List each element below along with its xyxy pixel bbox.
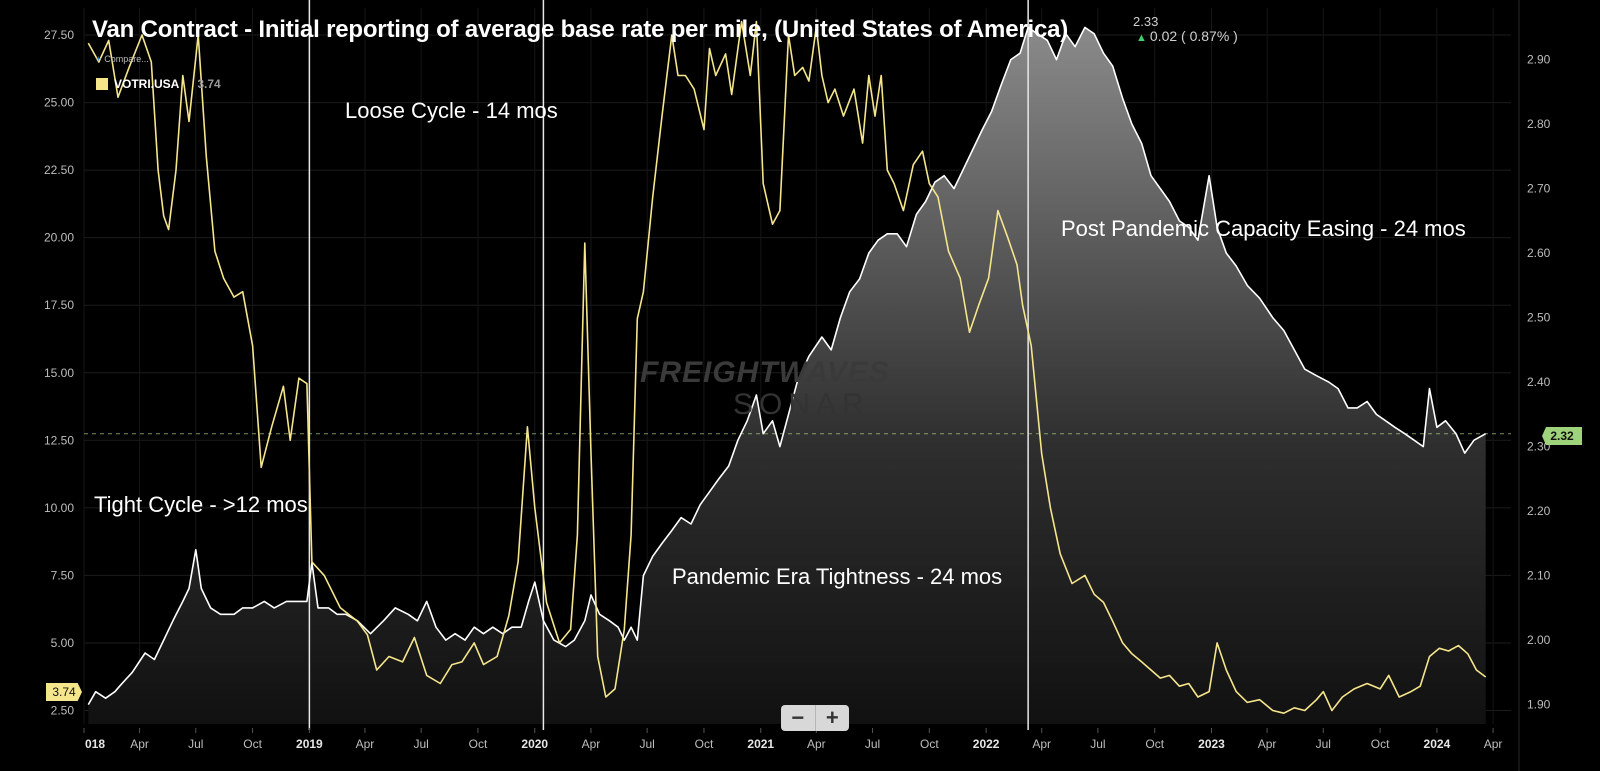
- x-tick-label: 2023: [1198, 737, 1225, 751]
- change-text: 0.02 ( 0.87% ): [1149, 28, 1238, 44]
- zoom-out-button[interactable]: −: [791, 705, 805, 730]
- x-tick-label: Apr: [356, 737, 375, 751]
- right-tick-label: 2.10: [1527, 569, 1551, 583]
- right-tick-label: 2.40: [1527, 375, 1551, 389]
- legend-code: VOTRI.USA: [114, 76, 180, 91]
- x-tick-label: 2021: [747, 737, 774, 751]
- series-line-white: [87, 26, 1487, 705]
- zoom-in-button[interactable]: +: [814, 705, 850, 731]
- compare-link[interactable]: + Compare...: [96, 54, 149, 64]
- x-tick-label: Jul: [1090, 737, 1105, 751]
- zoom-control: − +: [781, 705, 849, 731]
- x-tick-label: 2019: [296, 737, 323, 751]
- x-tick-label: Oct: [1371, 737, 1390, 751]
- x-tick-label: Jul: [413, 737, 428, 751]
- x-tick-label: Apr: [1032, 737, 1051, 751]
- annotation-tight-cycle: Tight Cycle - >12 mos: [94, 492, 308, 517]
- x-tick-label: Apr: [1484, 737, 1503, 751]
- up-arrow-icon: ▲: [1136, 32, 1147, 44]
- left-tick-label: 27.50: [44, 28, 74, 42]
- left-tick-label: 22.50: [44, 163, 74, 177]
- chart-title: Van Contract - Initial reporting of aver…: [92, 16, 1069, 43]
- series-line-votri: [87, 20, 1487, 714]
- left-tick-label: 12.50: [44, 433, 74, 447]
- x-tick-label: 018: [85, 737, 105, 751]
- annotation-pandemic-tightness: Pandemic Era Tightness - 24 mos: [672, 564, 1003, 589]
- x-tick-label: Apr: [582, 737, 601, 751]
- x-tick-label: Oct: [1145, 737, 1164, 751]
- right-tick-label: 2.50: [1527, 311, 1551, 325]
- cycle-markers: [308, 0, 1029, 730]
- right-tick-label: 2.90: [1527, 53, 1551, 67]
- annotation-post-pandemic: Post Pandemic Capacity Easing - 24 mos: [1061, 216, 1466, 241]
- series-lines: [87, 20, 1487, 714]
- right-tick-label: 2.30: [1527, 440, 1551, 454]
- left-tick-label: 5.00: [51, 636, 75, 650]
- x-tick-label: 2022: [973, 737, 1000, 751]
- x-tick-label: Jul: [1316, 737, 1331, 751]
- x-axis: 018 Apr Jul Oct 2019 Apr Jul Oct 2020 Apr Jul Oct 20…: [83, 728, 1503, 751]
- left-tick-label: 15.00: [44, 366, 74, 380]
- left-tick-label: 10.00: [44, 501, 74, 515]
- right-tick-label: 1.90: [1527, 698, 1551, 712]
- right-tick-label: 2.70: [1527, 182, 1551, 196]
- x-tick-label: Oct: [920, 737, 939, 751]
- legend-item[interactable]: VOTRI.USA 3.74: [96, 76, 221, 91]
- right-tick-label: 2.80: [1527, 117, 1551, 131]
- annotation-loose-cycle: Loose Cycle - 14 mos: [345, 98, 558, 123]
- x-tick-label: Apr: [130, 737, 149, 751]
- x-tick-label: Oct: [695, 737, 714, 751]
- right-axis: 1.90 2.00 2.10 2.20 2.30 2.40 2.50 2.60 2.70 2.80…: [1527, 53, 1551, 712]
- x-tick-label: Oct: [469, 737, 488, 751]
- current-value: 2.33: [1133, 14, 1159, 29]
- x-tick-label: Jul: [865, 737, 880, 751]
- legend-value: 3.74: [197, 76, 221, 91]
- left-tick-label: 17.50: [44, 298, 74, 312]
- change-readout: ▲ 0.02 ( 0.87% ): [1136, 28, 1238, 44]
- white-series-area: [88, 27, 1486, 724]
- white-series-fill: [88, 27, 1486, 724]
- x-tick-label: Jul: [639, 737, 654, 751]
- left-tick-label: 2.50: [51, 703, 75, 717]
- x-tick-label: Apr: [807, 737, 826, 751]
- x-tick-label: Oct: [243, 737, 262, 751]
- right-tick-label: 2.00: [1527, 633, 1551, 647]
- watermark-sonar: SONAR: [733, 388, 870, 421]
- plus-icon: +: [96, 54, 102, 64]
- left-axis-value-badge: 3.74: [46, 683, 82, 701]
- left-tick-label: 7.50: [51, 568, 75, 582]
- left-tick-label: 20.00: [44, 231, 74, 245]
- right-tick-label: 2.20: [1527, 504, 1551, 518]
- left-axis: 2.50 5.00 7.50 10.00 12.50 15.00 17.50 20.00 22.…: [44, 28, 74, 717]
- x-tick-label: 2020: [521, 737, 548, 751]
- x-tick-label: Jul: [188, 737, 203, 751]
- left-tick-label: 25.00: [44, 96, 74, 110]
- right-tick-label: 2.60: [1527, 246, 1551, 260]
- x-tick-label: Apr: [1258, 737, 1277, 751]
- x-tick-label: 2024: [1424, 737, 1451, 751]
- watermark-freightwaves: FREIGHTWAVES: [640, 356, 890, 389]
- legend-swatch: [96, 77, 108, 90]
- compare-label: Compare...: [104, 54, 149, 64]
- right-axis-value-badge: 2.32: [1542, 427, 1582, 445]
